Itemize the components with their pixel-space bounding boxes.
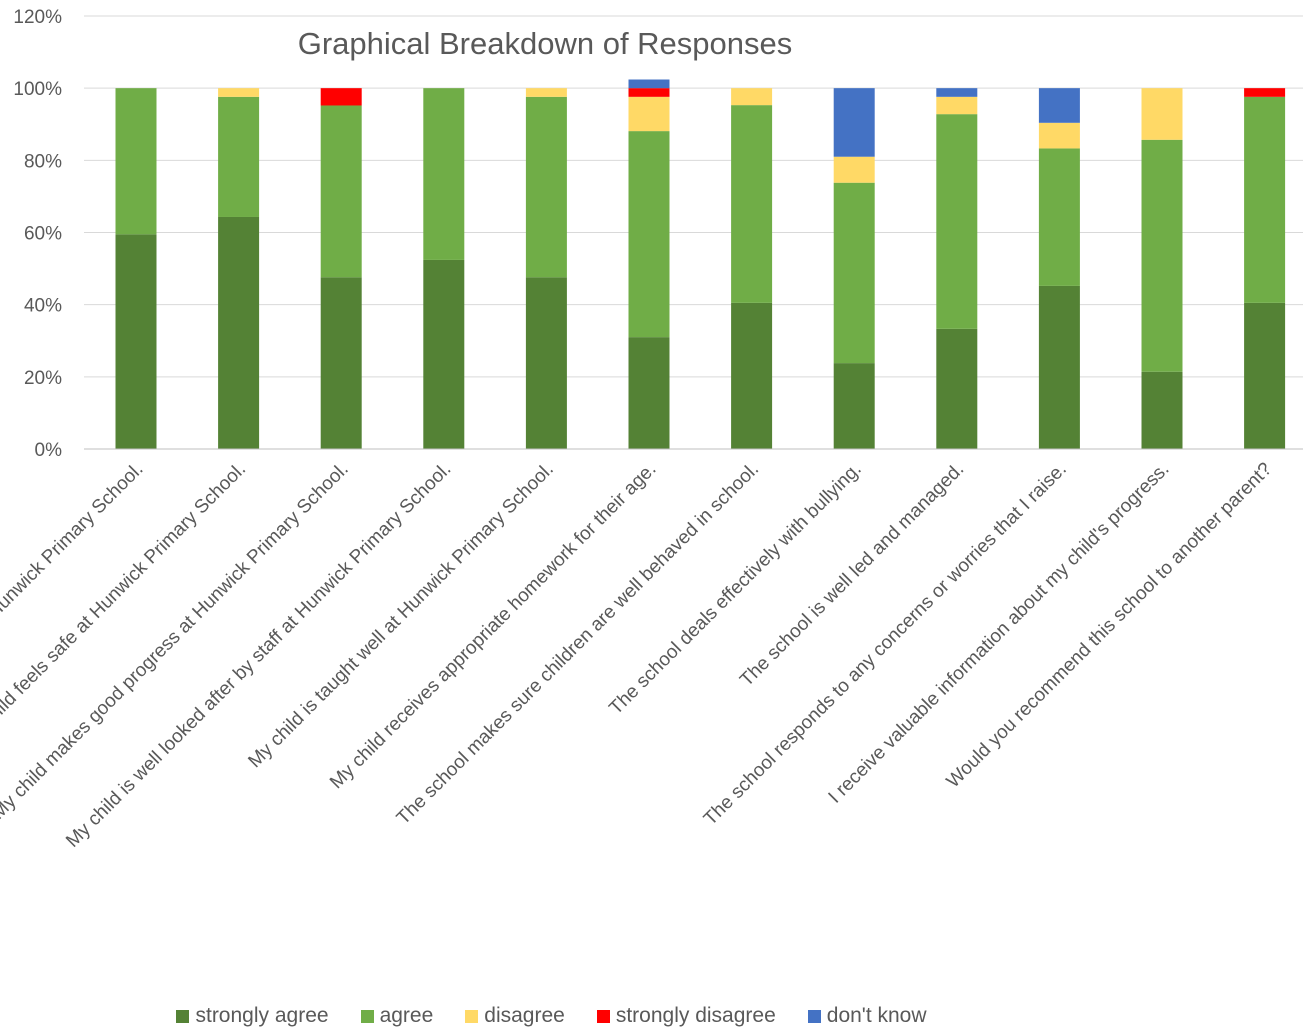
bar-segment [525, 96, 567, 278]
legend-item: strongly agree [176, 1004, 329, 1028]
bar-segment [525, 88, 567, 97]
bar-segment [936, 96, 978, 115]
x-category-label: My child is well looked after by staff a… [62, 459, 455, 852]
bar-segment [1038, 88, 1080, 123]
bar-segment [423, 88, 465, 260]
legend-item: strongly disagree [596, 1004, 776, 1028]
x-category-label: I receive valuable information about my … [825, 459, 1174, 808]
bar-segment [1244, 302, 1286, 449]
bar-segment [628, 131, 670, 338]
bar-segment [1244, 96, 1286, 303]
bar-segment [320, 105, 362, 278]
y-tick-label: 20% [24, 368, 62, 389]
bar-segment [833, 363, 875, 449]
bar-segment [115, 234, 157, 449]
legend-swatch [807, 1009, 821, 1023]
legend-item: don't know [807, 1004, 927, 1028]
bar-segment [628, 96, 670, 132]
bar-segment [1244, 88, 1286, 97]
y-tick-label: 120% [13, 7, 62, 28]
bar-segment [1038, 285, 1080, 449]
bar-segment [833, 182, 875, 364]
x-category-label: The school makes sure children are well … [393, 459, 763, 829]
bar-segment [628, 337, 670, 449]
bar-segment [1038, 148, 1080, 286]
bar-segment [731, 302, 773, 449]
y-axis-ticks: 0% 20% 40% 60% 80% 100% 120% [13, 7, 62, 461]
bar-segment [1038, 122, 1080, 149]
x-category-label: The school is well led and managed. [736, 459, 968, 691]
bar-segment [218, 88, 260, 97]
bar-segment [1141, 139, 1183, 372]
bar-segment [731, 105, 773, 303]
bar-segment [1141, 88, 1183, 140]
legend-swatch [465, 1009, 479, 1023]
x-axis-labels: My child is happy at Hunwick Primary Sch… [0, 459, 1276, 852]
y-tick-label: 0% [35, 440, 63, 461]
bar-segment [320, 88, 362, 106]
y-tick-label: 60% [24, 224, 62, 245]
legend-label: disagree [484, 1004, 565, 1027]
legend-item: disagree [465, 1004, 565, 1028]
bar-segment [833, 156, 875, 183]
legend: strongly agree agree disagree strongly disa… [0, 1004, 1103, 1028]
legend-swatch [596, 1009, 610, 1023]
bar-segment [628, 79, 670, 89]
bar-segment [936, 328, 978, 449]
bars [115, 79, 1286, 449]
legend-label: strongly agree [195, 1004, 329, 1027]
bar-segment [115, 88, 157, 235]
bar-segment [320, 277, 362, 449]
bar-segment [628, 88, 670, 97]
bar-segment [218, 216, 260, 449]
x-category-label: The school responds to any concerns or w… [700, 459, 1071, 830]
gridlines [84, 15, 1303, 450]
bar-segment [731, 88, 773, 106]
legend-label: strongly disagree [615, 1004, 776, 1027]
x-category-label: My child is happy at Hunwick Primary Sch… [0, 459, 148, 745]
legend-label: don't know [826, 1004, 927, 1027]
bar-segment [833, 88, 875, 157]
bar-segment [1141, 371, 1183, 449]
y-tick-label: 40% [24, 296, 62, 317]
legend-item: agree [360, 1004, 434, 1028]
y-tick-label: 100% [13, 79, 62, 100]
y-tick-label: 80% [24, 151, 62, 172]
bar-segment [423, 259, 465, 449]
bar-segment [936, 114, 978, 329]
bar-segment [525, 277, 567, 449]
chart-title: Graphical Breakdown of Responses [297, 26, 793, 61]
legend-label: agree [379, 1004, 434, 1027]
legend-swatch [176, 1009, 190, 1023]
legend-swatch [360, 1009, 374, 1023]
bar-segment [218, 96, 260, 217]
bar-segment [936, 88, 978, 97]
